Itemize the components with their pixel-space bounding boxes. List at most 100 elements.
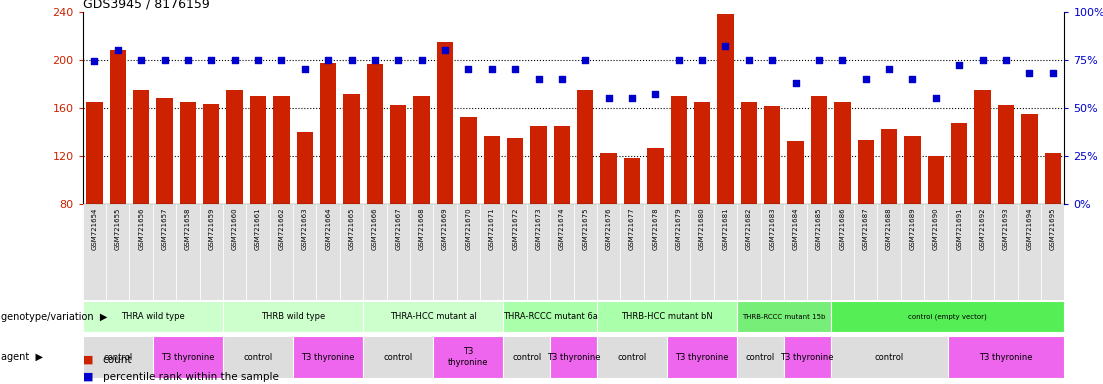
Bar <box>86 101 103 204</box>
Point <box>460 66 478 72</box>
Text: GSM721654: GSM721654 <box>92 207 97 250</box>
FancyBboxPatch shape <box>223 336 293 378</box>
Text: GSM721681: GSM721681 <box>722 207 728 250</box>
FancyBboxPatch shape <box>597 301 737 332</box>
Point <box>857 76 875 82</box>
FancyBboxPatch shape <box>924 204 947 300</box>
Text: THRB wild type: THRB wild type <box>261 312 325 321</box>
Text: GSM721682: GSM721682 <box>746 207 752 250</box>
FancyBboxPatch shape <box>223 204 246 300</box>
Text: GSM721687: GSM721687 <box>863 207 869 250</box>
Text: genotype/variation  ▶: genotype/variation ▶ <box>1 312 107 322</box>
Text: GSM721666: GSM721666 <box>372 207 378 250</box>
Text: GSM721657: GSM721657 <box>161 207 168 250</box>
Text: T3 thyronine: T3 thyronine <box>301 353 355 362</box>
Bar <box>157 98 173 204</box>
Bar <box>366 64 383 204</box>
FancyBboxPatch shape <box>714 204 737 300</box>
FancyBboxPatch shape <box>503 204 527 300</box>
Text: percentile rank within the sample: percentile rank within the sample <box>103 372 278 382</box>
FancyBboxPatch shape <box>737 301 831 332</box>
Bar <box>109 50 126 204</box>
Point <box>109 47 127 53</box>
Point <box>810 56 827 63</box>
FancyBboxPatch shape <box>831 204 854 300</box>
Point <box>577 56 595 63</box>
Bar <box>437 41 453 204</box>
Bar <box>203 104 219 204</box>
Point <box>179 56 196 63</box>
FancyBboxPatch shape <box>644 204 667 300</box>
Bar <box>741 101 757 204</box>
FancyBboxPatch shape <box>503 301 597 332</box>
Text: THRB-RCCC mutant 15b: THRB-RCCC mutant 15b <box>742 314 826 320</box>
FancyBboxPatch shape <box>1041 204 1064 300</box>
Bar <box>483 136 500 204</box>
Point <box>951 62 968 68</box>
FancyBboxPatch shape <box>363 336 433 378</box>
Point <box>1043 70 1061 76</box>
FancyBboxPatch shape <box>784 204 807 300</box>
FancyBboxPatch shape <box>363 204 386 300</box>
Text: T3 thyronine: T3 thyronine <box>547 353 600 362</box>
Text: T3 thyronine: T3 thyronine <box>675 353 729 362</box>
Bar <box>297 131 313 204</box>
FancyBboxPatch shape <box>83 336 153 378</box>
Bar <box>250 96 266 204</box>
Text: GSM721661: GSM721661 <box>255 207 261 250</box>
FancyBboxPatch shape <box>410 204 433 300</box>
Bar <box>928 156 944 204</box>
Bar <box>717 14 733 204</box>
Bar <box>554 126 570 204</box>
FancyBboxPatch shape <box>527 204 550 300</box>
FancyBboxPatch shape <box>176 204 200 300</box>
FancyBboxPatch shape <box>971 204 994 300</box>
FancyBboxPatch shape <box>877 204 901 300</box>
Text: GSM721675: GSM721675 <box>582 207 588 250</box>
Text: GSM721680: GSM721680 <box>699 207 705 250</box>
Point <box>366 56 384 63</box>
Text: GSM721684: GSM721684 <box>793 207 799 250</box>
FancyBboxPatch shape <box>433 204 457 300</box>
Bar <box>974 89 990 204</box>
Point <box>717 43 735 49</box>
Bar <box>226 89 243 204</box>
Point <box>226 56 244 63</box>
FancyBboxPatch shape <box>1018 204 1041 300</box>
Text: control: control <box>244 353 272 362</box>
Text: control: control <box>512 353 542 362</box>
FancyBboxPatch shape <box>597 204 620 300</box>
Text: ■: ■ <box>83 355 97 365</box>
Text: GSM721667: GSM721667 <box>395 207 401 250</box>
Point <box>553 76 570 82</box>
Bar <box>834 101 850 204</box>
Point <box>903 76 921 82</box>
FancyBboxPatch shape <box>340 204 363 300</box>
FancyBboxPatch shape <box>854 204 877 300</box>
Text: GSM721686: GSM721686 <box>839 207 845 250</box>
Text: GSM721665: GSM721665 <box>349 207 354 250</box>
FancyBboxPatch shape <box>831 336 947 378</box>
FancyBboxPatch shape <box>574 204 597 300</box>
Point <box>834 56 852 63</box>
Bar <box>904 136 921 204</box>
Bar <box>133 89 149 204</box>
Point <box>132 56 150 63</box>
Text: control: control <box>875 353 903 362</box>
FancyBboxPatch shape <box>620 204 644 300</box>
Text: T3 thyronine: T3 thyronine <box>781 353 834 362</box>
Point <box>319 56 336 63</box>
Text: GSM721683: GSM721683 <box>769 207 775 250</box>
Point <box>670 56 687 63</box>
FancyBboxPatch shape <box>947 336 1064 378</box>
Point <box>296 66 313 72</box>
Bar <box>647 148 664 204</box>
Bar <box>624 158 640 204</box>
Text: control (empty vector): control (empty vector) <box>908 314 987 320</box>
Text: GSM721660: GSM721660 <box>232 207 237 250</box>
FancyBboxPatch shape <box>947 204 971 300</box>
Text: GSM721673: GSM721673 <box>535 207 542 250</box>
Text: GSM721677: GSM721677 <box>629 207 635 250</box>
Text: GSM721656: GSM721656 <box>138 207 144 250</box>
Bar <box>531 126 547 204</box>
